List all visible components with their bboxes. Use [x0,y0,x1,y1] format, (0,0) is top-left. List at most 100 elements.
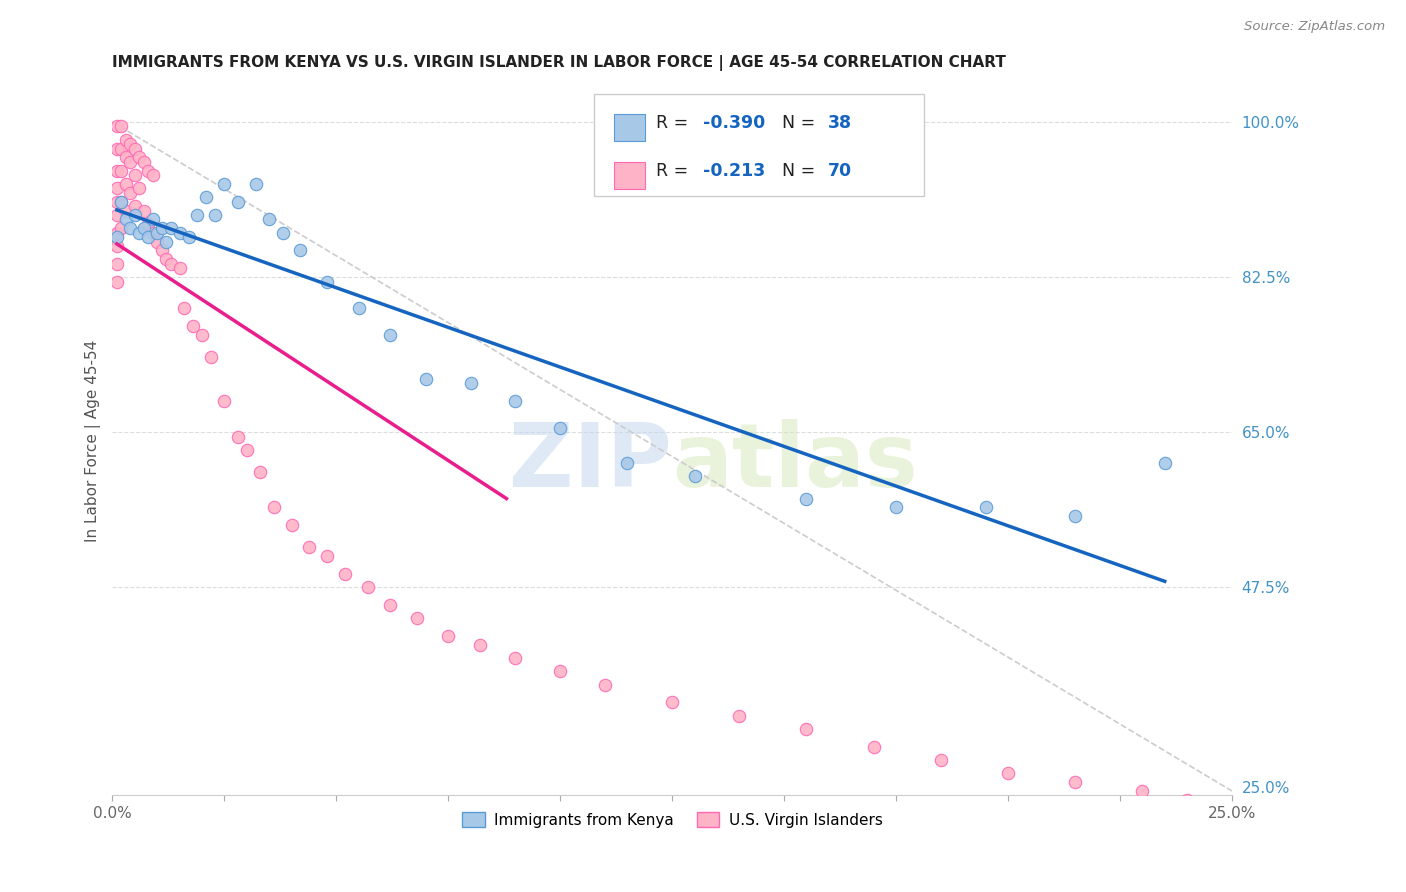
Point [862,739,884,754]
Point [110,221,132,235]
Point [271,226,294,240]
Text: ZIP: ZIP [509,418,672,506]
Point [142,212,165,227]
Point [115,177,138,191]
Point [1153,456,1175,470]
Point [316,549,339,564]
Text: IMMIGRANTS FROM KENYA VS U.S. VIRGIN ISLANDER IN LABOR FORCE | AGE 45-54 CORRELA: IMMIGRANTS FROM KENYA VS U.S. VIRGIN ISL… [112,55,1007,71]
Point [548,665,571,679]
Point [105,194,128,209]
Point [280,518,302,533]
Point [316,275,339,289]
Point [226,194,249,209]
Point [115,133,138,147]
FancyBboxPatch shape [614,114,645,141]
Point [505,394,527,409]
Y-axis label: In Labor Force | Age 45-54: In Labor Force | Age 45-54 [86,340,101,542]
Point [796,491,818,506]
Text: N =: N = [782,114,821,132]
Point [226,429,249,443]
Point [214,177,236,191]
Point [132,203,155,218]
Point [110,163,132,178]
Point [997,766,1019,780]
Point [290,244,312,258]
Point [110,194,132,209]
Point [929,753,952,767]
Point [437,629,460,643]
Point [169,261,191,276]
Point [120,154,142,169]
Point [169,226,191,240]
Point [616,456,638,470]
Point [128,151,150,165]
Point [1175,793,1198,807]
Text: R =: R = [657,114,695,132]
Point [142,168,165,182]
Point [298,541,321,555]
Point [115,203,138,218]
Point [142,226,165,240]
Point [115,212,138,227]
Text: 38: 38 [828,114,852,132]
Point [1064,509,1087,524]
FancyBboxPatch shape [614,162,645,189]
Text: -0.213: -0.213 [703,161,766,179]
Point [105,120,128,134]
Point [120,186,142,200]
Point [406,611,429,625]
Point [146,235,169,249]
Point [335,566,357,581]
Point [132,154,155,169]
Point [1212,802,1234,816]
Point [128,226,150,240]
Point [155,252,177,267]
Point [245,177,267,191]
Point [105,142,128,156]
Point [415,372,437,386]
Point [728,708,751,723]
Point [105,230,128,244]
Point [505,651,527,665]
Text: -0.390: -0.390 [703,114,766,132]
Point [105,239,128,253]
Point [136,163,159,178]
Point [105,208,128,222]
Point [120,221,142,235]
Point [683,469,706,483]
Text: 70: 70 [828,161,852,179]
Point [195,190,218,204]
Point [150,221,173,235]
Point [796,722,818,736]
Point [1198,797,1220,812]
Point [105,163,128,178]
Point [124,168,146,182]
Point [204,208,226,222]
Point [110,142,132,156]
Point [105,275,128,289]
Point [159,221,181,235]
Point [105,181,128,195]
Point [661,695,683,709]
Point [884,500,907,515]
Point [356,580,378,594]
Point [120,137,142,152]
Point [974,500,997,515]
Text: atlas: atlas [672,418,918,506]
Point [155,235,177,249]
Point [110,120,132,134]
Point [128,181,150,195]
Point [105,257,128,271]
Point [124,199,146,213]
Point [378,327,401,342]
Point [235,442,257,457]
Text: Source: ZipAtlas.com: Source: ZipAtlas.com [1244,20,1385,33]
Point [115,151,138,165]
Point [105,226,128,240]
Point [159,257,181,271]
Point [136,217,159,231]
Point [460,376,482,391]
Point [378,598,401,612]
Point [177,230,200,244]
Point [1130,784,1153,798]
